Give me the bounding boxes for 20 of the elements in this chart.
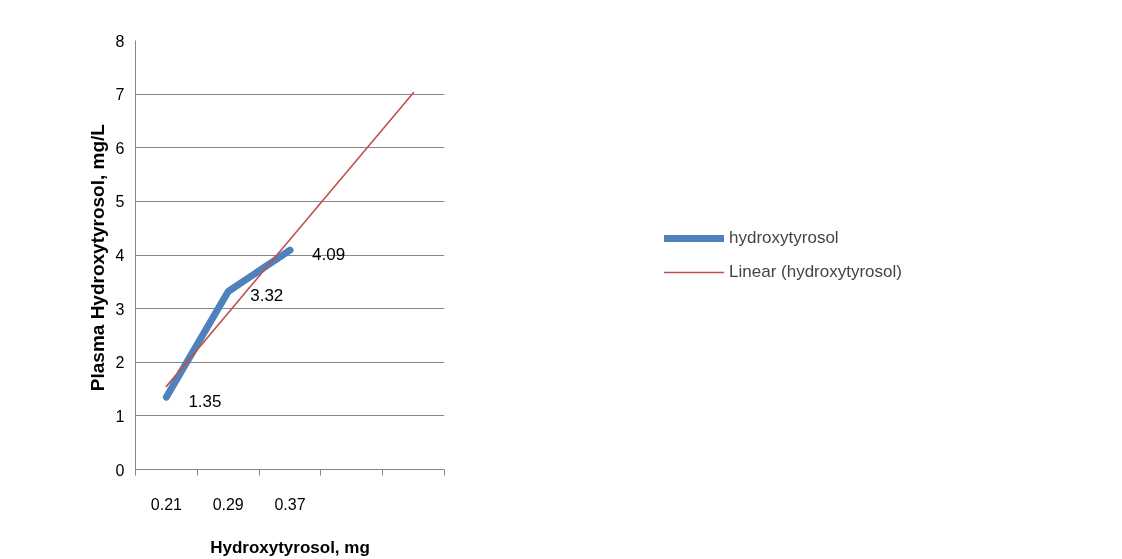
y-tick-label: 8	[115, 32, 125, 50]
legend-label: Linear (hydroxytyrosol)	[729, 261, 902, 282]
x-tick-label: 0.37	[274, 495, 306, 513]
y-tick-label: 5	[115, 193, 125, 211]
y-tick-label: 1	[115, 407, 125, 425]
y-tick-label: 0	[115, 461, 125, 479]
y-tick-label: 7	[115, 86, 125, 104]
y-tick-label: 3	[115, 300, 125, 318]
x-tick-label: 0.29	[212, 495, 244, 513]
data-label: 1.35	[188, 392, 222, 412]
y-tick-label: 4	[115, 247, 125, 264]
data-label: 4.09	[312, 245, 346, 265]
data-label: 3.32	[250, 286, 284, 306]
legend-label: hydroxytyrosol	[729, 227, 839, 248]
x-axis-title: Hydroxytyrosol, mg	[210, 537, 370, 557]
x-tick-label: 0.21	[150, 495, 183, 513]
line-series	[165, 91, 415, 388]
y-tick-label: 2	[115, 354, 125, 372]
y-tick-label: 6	[115, 139, 125, 157]
y-axis-title: Plasma Hydroxytyrosol, mg/L	[86, 123, 108, 392]
